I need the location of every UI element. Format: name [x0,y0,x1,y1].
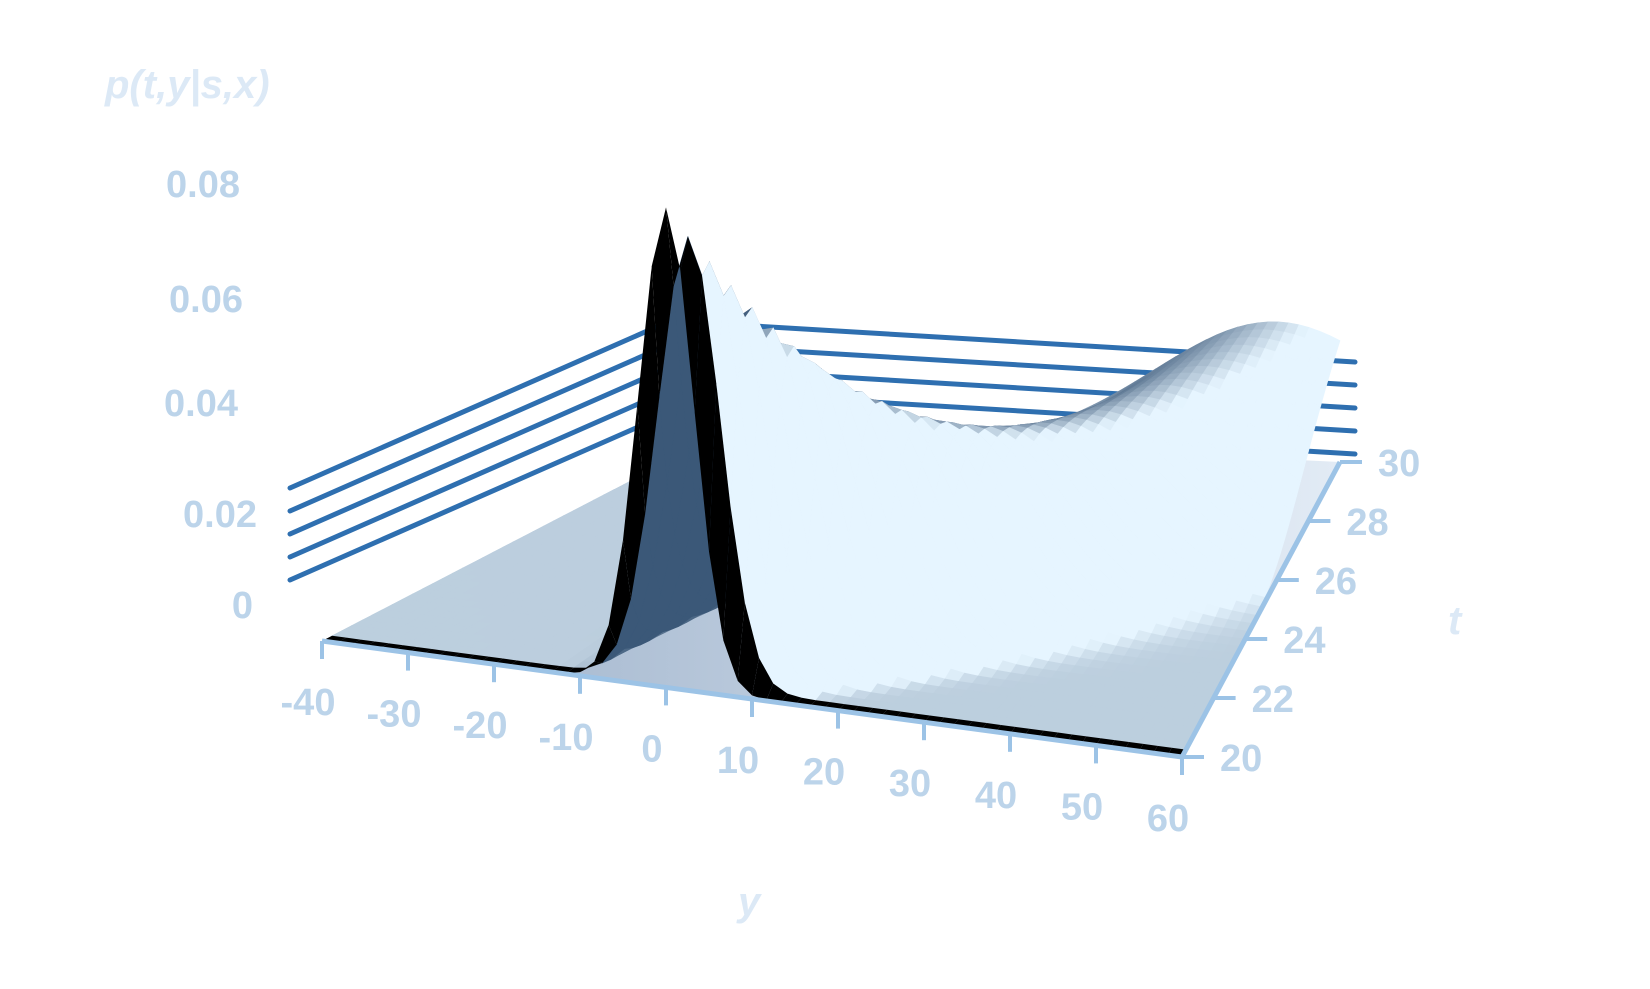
z-tick-label: 0.02 [183,494,257,536]
surface-facet [608,539,631,645]
t-tick-label: 20 [1220,738,1262,780]
y-tick-label: 40 [975,775,1017,817]
y-axis-title: y [736,880,762,924]
z-tick-label: 0.06 [169,279,243,321]
y-tick-label: -10 [539,717,594,759]
z-tick-label: 0.08 [166,164,240,206]
surface-facet [723,506,745,681]
z-axis-title: p(t,y|s,x) [104,63,270,107]
surface-facet [694,275,717,552]
z-tick-label: 0.04 [164,383,238,425]
t-tick-label: 26 [1315,561,1357,603]
y-tick-label: 20 [803,752,845,794]
surface-facet [737,602,760,696]
probability-surface [322,207,1341,757]
y-tick-label: 30 [889,763,931,805]
t-tick-label: 22 [1252,679,1294,721]
y-tick-label: 50 [1061,786,1103,828]
surface-facet [637,266,660,514]
y-tick-label: 60 [1147,798,1189,840]
surface-facet [752,657,774,701]
y-tick-label: -30 [367,694,422,736]
surface-facet [594,624,617,663]
surface-facet [580,661,603,673]
y-tick-label: 0 [641,728,662,770]
y-tick-label: -40 [281,682,336,724]
t-axis-line [1179,460,1343,759]
y-tick-label: 10 [717,740,759,782]
surface-facet [766,683,788,703]
y-tick-label: -20 [453,705,508,747]
surface-facet [709,383,731,641]
surface-facet [565,667,589,674]
t-tick-label: 30 [1378,443,1420,485]
surface-facet [680,236,703,413]
z-axis-tick-labels: 0 0.02 0.04 0.06 0.08 [164,164,257,627]
z-tick-label: 0 [232,585,253,627]
t-axis-title: t [1448,599,1463,643]
axes [320,460,1362,775]
y-axis-tick-labels: -40 -30 -20 -10 0 10 20 30 40 50 60 [281,682,1190,840]
t-tick-label: 24 [1283,620,1325,662]
t-axis-tick-labels: 20 22 24 26 28 30 [1220,443,1420,780]
surface-facet [623,404,646,599]
t-tick-label: 28 [1346,502,1388,544]
surface-facet [666,207,688,287]
surface-facet [651,207,674,397]
